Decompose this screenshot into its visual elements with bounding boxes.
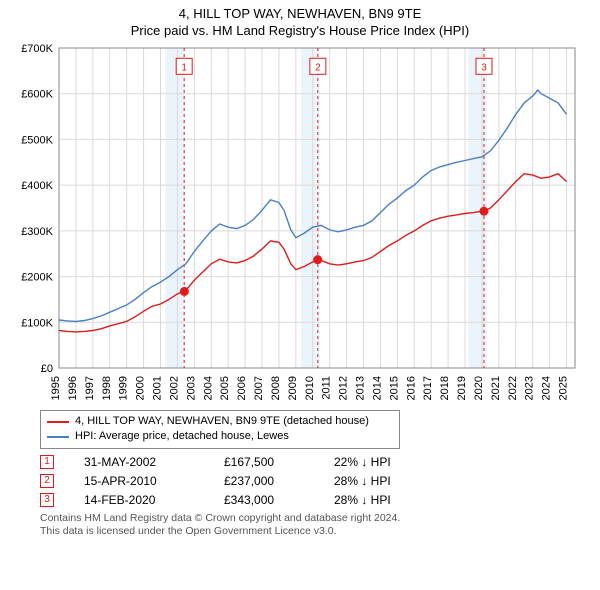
sale-row: 3 14-FEB-2020 £343,000 28% ↓ HPI (40, 493, 590, 507)
svg-text:£500K: £500K (21, 134, 53, 146)
svg-text:2016: 2016 (405, 376, 417, 400)
svg-text:2: 2 (315, 62, 321, 73)
svg-text:2002: 2002 (168, 376, 180, 400)
svg-text:2010: 2010 (304, 376, 316, 400)
svg-text:2020: 2020 (473, 376, 485, 400)
attribution-line-2: This data is licensed under the Open Gov… (40, 525, 590, 539)
chart-svg: £0 £100K £200K £300K £400K £500K £600K £700K 199… (15, 44, 585, 404)
sale-row: 1 31-MAY-2002 £167,500 22% ↓ HPI (40, 455, 590, 469)
legend-label-property: 4, HILL TOP WAY, NEWHAVEN, BN9 9TE (deta… (75, 414, 369, 429)
sale-hpi-delta: 22% ↓ HPI (334, 455, 391, 469)
svg-text:2022: 2022 (507, 376, 519, 400)
svg-text:£600K: £600K (21, 89, 53, 101)
svg-text:1995: 1995 (50, 376, 62, 400)
svg-text:2007: 2007 (253, 376, 265, 400)
sale-hpi-delta: 28% ↓ HPI (334, 493, 391, 507)
sale-date: 15-APR-2010 (84, 474, 194, 488)
svg-text:2025: 2025 (558, 376, 570, 400)
sale-number-badge: 2 (40, 474, 54, 488)
svg-text:2019: 2019 (456, 376, 468, 400)
legend-item-hpi: HPI: Average price, detached house, Lewe… (47, 429, 393, 444)
svg-text:1999: 1999 (118, 376, 130, 400)
sale-number-badge: 1 (40, 455, 54, 469)
svg-text:2006: 2006 (236, 376, 248, 400)
attribution-line-1: Contains HM Land Registry data © Crown c… (40, 512, 590, 526)
legend-item-property: 4, HILL TOP WAY, NEWHAVEN, BN9 9TE (deta… (47, 414, 393, 429)
svg-text:2023: 2023 (524, 376, 536, 400)
svg-text:£400K: £400K (21, 180, 53, 192)
sale-date: 14-FEB-2020 (84, 493, 194, 507)
svg-text:1: 1 (181, 62, 187, 73)
sales-table: 1 31-MAY-2002 £167,500 22% ↓ HPI 2 15-APR-201… (40, 455, 590, 507)
svg-text:2017: 2017 (422, 376, 434, 400)
svg-text:2008: 2008 (270, 376, 282, 400)
svg-text:2005: 2005 (219, 376, 231, 400)
sale-price: £167,500 (224, 455, 304, 469)
svg-text:£100K: £100K (21, 317, 53, 329)
sale-number-badge: 3 (40, 493, 54, 507)
svg-text:1997: 1997 (84, 376, 96, 400)
legend-label-hpi: HPI: Average price, detached house, Lewe… (75, 429, 289, 444)
svg-text:£200K: £200K (21, 272, 53, 284)
sale-date: 31-MAY-2002 (84, 455, 194, 469)
svg-text:3: 3 (481, 62, 487, 73)
legend-swatch-red (47, 421, 69, 423)
svg-text:2001: 2001 (152, 376, 164, 400)
svg-text:2011: 2011 (321, 376, 333, 400)
svg-text:2009: 2009 (287, 376, 299, 400)
svg-text:2018: 2018 (439, 376, 451, 400)
svg-text:1998: 1998 (101, 376, 113, 400)
price-chart: £0 £100K £200K £300K £400K £500K £600K £700K 199… (15, 44, 585, 404)
svg-text:£300K: £300K (21, 226, 53, 238)
sale-hpi-delta: 28% ↓ HPI (334, 474, 391, 488)
svg-text:2012: 2012 (338, 376, 350, 400)
svg-text:2004: 2004 (202, 376, 214, 400)
sale-price: £237,000 (224, 474, 304, 488)
svg-text:2021: 2021 (490, 376, 502, 400)
svg-text:1996: 1996 (67, 376, 79, 400)
svg-text:£0: £0 (41, 363, 53, 375)
svg-text:2015: 2015 (388, 376, 400, 400)
svg-text:2000: 2000 (135, 376, 147, 400)
svg-text:£700K: £700K (21, 44, 53, 55)
svg-text:2024: 2024 (541, 376, 553, 400)
sale-price: £343,000 (224, 493, 304, 507)
legend-swatch-blue (47, 436, 69, 438)
svg-text:2014: 2014 (371, 376, 383, 400)
sale-row: 2 15-APR-2010 £237,000 28% ↓ HPI (40, 474, 590, 488)
svg-text:2013: 2013 (355, 376, 367, 400)
chart-subtitle: Price paid vs. HM Land Registry's House … (10, 23, 590, 38)
attribution: Contains HM Land Registry data © Crown c… (40, 512, 590, 539)
chart-title: 4, HILL TOP WAY, NEWHAVEN, BN9 9TE (10, 6, 590, 21)
svg-text:2003: 2003 (185, 376, 197, 400)
legend: 4, HILL TOP WAY, NEWHAVEN, BN9 9TE (deta… (40, 410, 400, 449)
